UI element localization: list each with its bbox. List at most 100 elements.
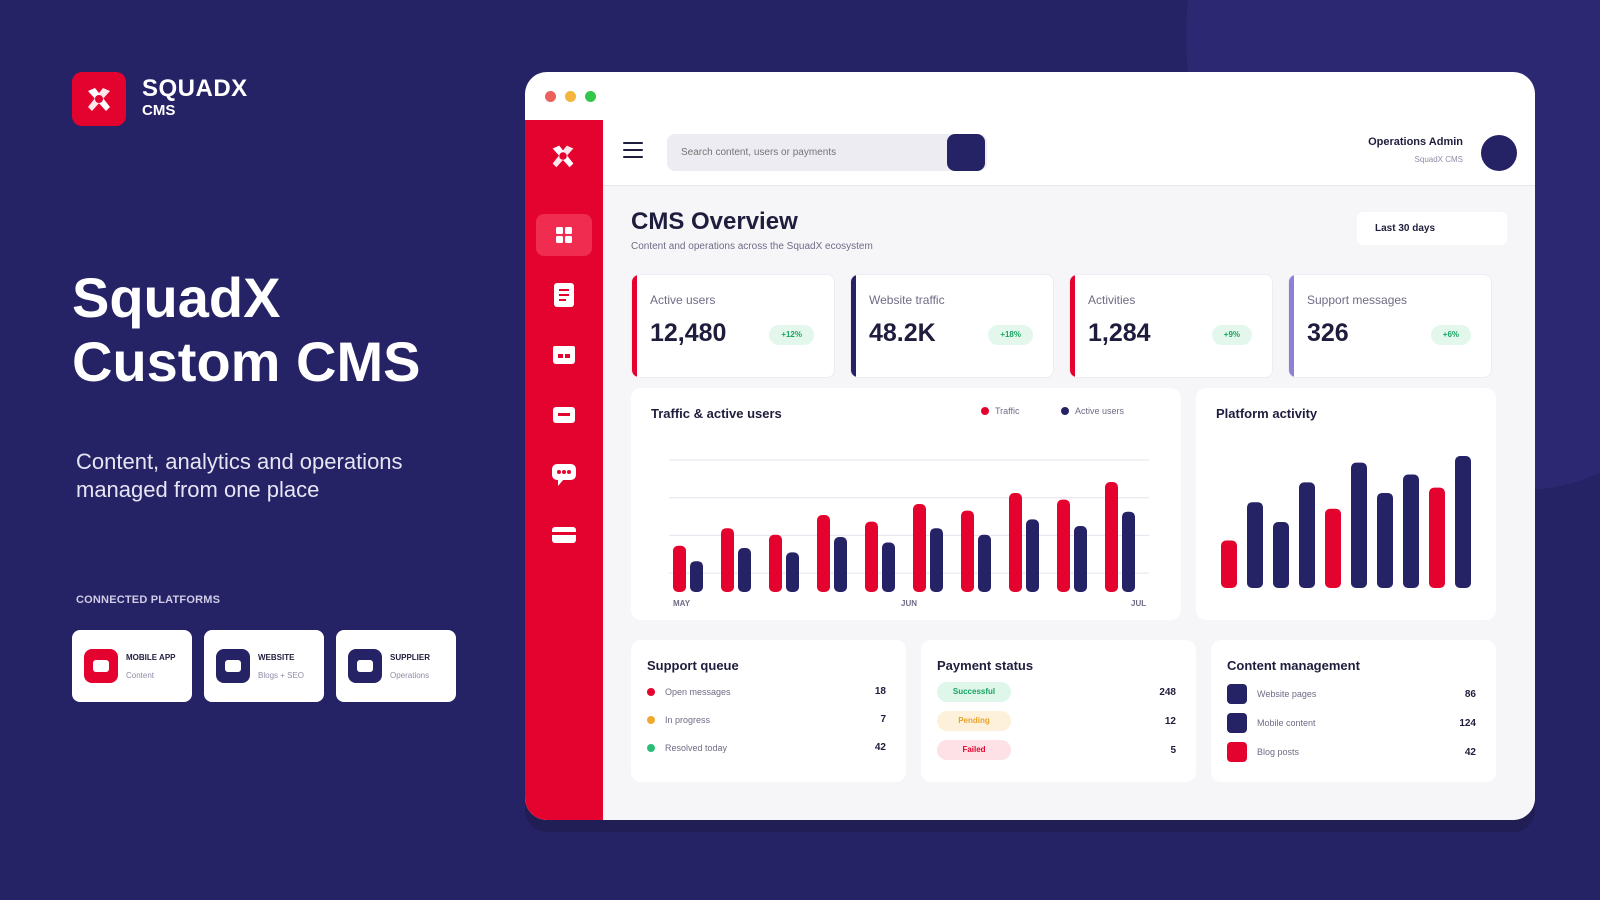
platform-title: MOBILE APP: [126, 652, 176, 662]
row-value: 12: [1164, 715, 1176, 727]
bar-active-users[interactable]: [978, 534, 991, 592]
kpi-change-badge: +18%: [988, 325, 1033, 345]
bar-platform-activity[interactable]: [1299, 482, 1315, 588]
kpi-change-badge: +12%: [769, 325, 814, 345]
kpi-value: 48.2K: [869, 319, 936, 347]
kpi-label: Website traffic: [869, 293, 945, 307]
list-item[interactable]: Successful 248: [937, 682, 1176, 702]
window-titlebar: [525, 72, 1535, 120]
bar-traffic[interactable]: [961, 510, 974, 592]
list-item[interactable]: Website pages 86: [1227, 684, 1476, 704]
sidebar-item-calendar[interactable]: [536, 334, 592, 376]
search-input[interactable]: [667, 134, 987, 171]
list-item[interactable]: Failed 5: [937, 740, 1176, 760]
card-title: Content management: [1227, 658, 1360, 673]
kpi-accent: [1289, 275, 1294, 377]
bar-platform-activity[interactable]: [1221, 540, 1237, 588]
page-subtitle: Content and operations across the SquadX…: [631, 241, 873, 252]
search-button[interactable]: [947, 134, 985, 171]
list-item[interactable]: Resolved today 42: [647, 742, 886, 753]
platforms-list: MOBILE APP Content WEBSITE Blogs + SEO S…: [72, 630, 456, 702]
legend-dot: [981, 407, 989, 415]
bar-traffic[interactable]: [1105, 482, 1118, 592]
sidebar-item-dashboard[interactable]: [536, 214, 592, 256]
list-item[interactable]: Mobile content 124: [1227, 713, 1476, 733]
date-range-button[interactable]: Last 30 days: [1357, 212, 1507, 245]
bar-traffic[interactable]: [913, 504, 926, 592]
x-tick-label: MAY: [673, 599, 691, 608]
maximize-dot[interactable]: [585, 90, 596, 102]
sidebar-logo-icon[interactable]: [547, 140, 579, 172]
bar-platform-activity[interactable]: [1325, 508, 1341, 588]
card-title: Support queue: [647, 658, 739, 673]
bar-active-users[interactable]: [834, 537, 847, 592]
status-badge: Successful: [937, 682, 1011, 702]
sidebar-item-payments[interactable]: [536, 514, 592, 556]
kpi-card-website-traffic[interactable]: Website traffic 48.2K +18%: [850, 274, 1054, 378]
list-item[interactable]: Pending 12: [937, 711, 1176, 731]
kpi-card-activities[interactable]: Activities 1,284 +9%: [1069, 274, 1273, 378]
minimize-dot[interactable]: [565, 90, 576, 102]
legend-traffic: Traffic: [981, 406, 1020, 416]
page-title: CMS Overview: [631, 208, 798, 235]
x-tick-label: JUL: [1131, 599, 1146, 608]
sidebar-item-documents[interactable]: [536, 274, 592, 316]
bar-active-users[interactable]: [690, 561, 703, 592]
kpi-accent: [632, 275, 637, 377]
bar-platform-activity[interactable]: [1273, 522, 1289, 588]
bar-platform-activity[interactable]: [1429, 487, 1445, 588]
kpi-card-active-users[interactable]: Active users 12,480 +12%: [631, 274, 835, 378]
platforms-label: CONNECTED PLATFORMS: [76, 594, 221, 606]
kpi-card-support-messages[interactable]: Support messages 326 +6%: [1288, 274, 1492, 378]
bar-active-users[interactable]: [930, 528, 943, 592]
list-item[interactable]: In progress 7: [647, 714, 886, 725]
bar-active-users[interactable]: [738, 548, 751, 592]
bar-traffic[interactable]: [769, 534, 782, 592]
row-value: 7: [880, 714, 886, 725]
bar-traffic[interactable]: [673, 545, 686, 592]
list-item[interactable]: Blog posts 42: [1227, 742, 1476, 762]
row-label: Open messages: [665, 686, 731, 697]
row-label: Blog posts: [1257, 747, 1300, 757]
platform-card-website[interactable]: WEBSITE Blogs + SEO: [204, 630, 324, 702]
bar-traffic[interactable]: [1057, 499, 1070, 592]
avatar[interactable]: [1481, 135, 1517, 171]
close-dot[interactable]: [545, 90, 556, 102]
platform-card-supplier[interactable]: SUPPLIER Operations: [336, 630, 456, 702]
sidebar-item-messages[interactable]: [536, 454, 592, 496]
bar-active-users[interactable]: [882, 542, 895, 593]
bar-platform-activity[interactable]: [1455, 456, 1471, 588]
bar-platform-activity[interactable]: [1351, 462, 1367, 588]
bar-platform-activity[interactable]: [1377, 492, 1393, 588]
chart-title: Traffic & active users: [651, 406, 782, 421]
bar-active-users[interactable]: [1074, 526, 1087, 592]
bar-platform-activity[interactable]: [1403, 474, 1419, 588]
legend-dot: [1061, 407, 1069, 415]
bar-active-users[interactable]: [1026, 519, 1039, 592]
kpi-label: Support messages: [1307, 293, 1408, 307]
row-value: 18: [874, 686, 886, 697]
bar-traffic[interactable]: [865, 521, 878, 592]
list-item[interactable]: Open messages 18: [647, 686, 886, 697]
brand: SQUADX CMS: [72, 72, 248, 126]
bar-traffic[interactable]: [721, 528, 734, 592]
sidebar-item-inbox[interactable]: [536, 394, 592, 436]
user-name: Operations Admin: [1368, 136, 1463, 148]
kpi-label: Active users: [650, 293, 716, 307]
status-badge: Pending: [937, 711, 1011, 731]
card-title: Payment status: [937, 658, 1034, 673]
app-window: Operations Admin SquadX CMS CMS Overview…: [525, 72, 1535, 820]
topbar: Operations Admin SquadX CMS: [603, 120, 1535, 186]
menu-icon[interactable]: [623, 142, 643, 158]
platform-card-mobile-app[interactable]: MOBILE APP Content: [72, 630, 192, 702]
bar-active-users[interactable]: [1122, 511, 1135, 592]
bar-platform-activity[interactable]: [1247, 502, 1263, 588]
payment-status-card: Payment status Successful 248 Pending 12…: [921, 640, 1196, 782]
brand-logo-icon: [72, 72, 126, 126]
platform-sub: Content: [126, 670, 155, 680]
chat-icon: [552, 464, 576, 486]
bar-traffic[interactable]: [817, 515, 830, 592]
bar-active-users[interactable]: [786, 552, 799, 592]
row-value: 42: [874, 742, 886, 753]
bar-traffic[interactable]: [1009, 493, 1022, 592]
